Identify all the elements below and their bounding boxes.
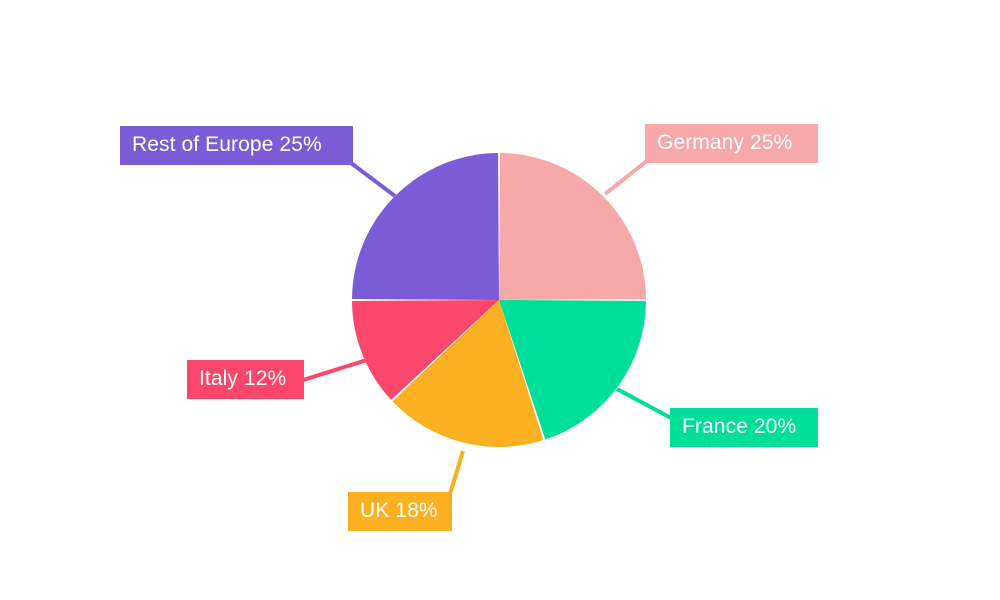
pie-slice-france[interactable]: France 20%	[499, 300, 646, 440]
pie-label-text: France 20%	[682, 415, 797, 438]
pie-slice-italy[interactable]: Italy 12%	[352, 300, 499, 400]
leader-line-group	[302, 158, 672, 495]
pie-label-text: UK 18%	[360, 499, 438, 522]
pie-label-rest-of-europe[interactable]: Rest of Europe 25%	[120, 126, 353, 165]
leader-line-france	[616, 387, 672, 420]
pie-slice-rest-of-europe[interactable]: Rest of Europe 25%	[352, 153, 499, 300]
pie-slice-germany[interactable]: Germany 25%	[499, 153, 646, 300]
pie-label-uk[interactable]: UK 18%	[348, 492, 452, 531]
pie-label-text: Rest of Europe 25%	[132, 133, 322, 156]
pie-label-italy[interactable]: Italy 12%	[187, 360, 304, 399]
pie-slice-uk[interactable]: UK 18%	[392, 300, 544, 447]
leader-line-italy	[302, 357, 371, 382]
pie-label-text: Italy 12%	[199, 367, 287, 390]
leader-line-germany	[603, 158, 650, 196]
pie-label-text: Germany 25%	[657, 131, 793, 154]
pie-label-france[interactable]: France 20%	[670, 408, 818, 447]
pie-label-germany[interactable]: Germany 25%	[645, 124, 818, 163]
leader-line-uk	[448, 450, 465, 495]
pie-slice-group: Germany 25%France 20%UK 18%Italy 12%Rest…	[352, 153, 646, 447]
leader-line-rest-of-europe	[349, 161, 397, 198]
